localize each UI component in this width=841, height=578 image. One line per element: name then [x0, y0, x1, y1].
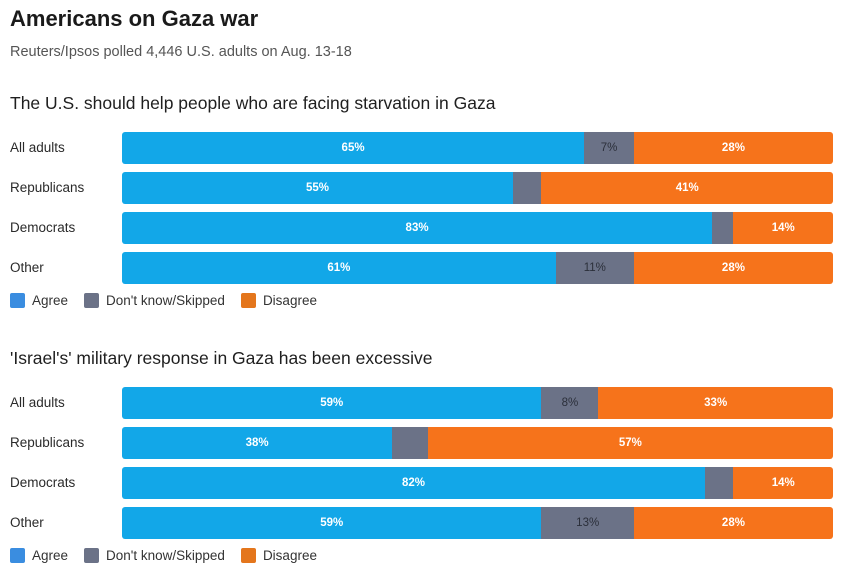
chart-starvation-aid: The U.S. should help people who are faci…: [0, 93, 841, 318]
legend-item-agree: Agree: [10, 293, 68, 308]
legend-item-agree: Agree: [10, 548, 68, 563]
bar-segment-agree: 82%: [122, 467, 706, 499]
legend-label: Agree: [32, 548, 69, 563]
bar-segment-disagree: 28%: [633, 252, 833, 284]
bar-segment-agree: 38%: [122, 427, 393, 459]
bar-segment-disagree: 28%: [633, 507, 833, 539]
bar-segment-dontknow: [392, 427, 428, 459]
bar-segment-dontknow: [705, 467, 734, 499]
bar-segment-agree: 65%: [122, 132, 585, 164]
legend: Agree Don't know/Skipped Disagree: [10, 548, 333, 563]
row-label: Democrats: [10, 220, 76, 235]
row-label: Republicans: [10, 180, 85, 195]
stacked-bar: 61% 11% 28%: [122, 252, 833, 284]
bar-segment-dontknow: 8%: [541, 387, 599, 419]
legend-label: Disagree: [262, 548, 317, 563]
stacked-bar: 83% 14%: [122, 212, 833, 244]
legend-swatch: [240, 548, 256, 563]
row-label: Other: [10, 515, 44, 530]
page-subtitle: Reuters/Ipsos polled 4,446 U.S. adults o…: [10, 44, 352, 60]
row-label: Republicans: [10, 435, 85, 450]
legend-item-dontknow: Don't know/Skipped: [84, 293, 225, 308]
row-label: All adults: [10, 140, 65, 155]
bar-segment-agree: 59%: [122, 507, 542, 539]
legend-label: Agree: [32, 293, 69, 308]
bar-segment-dontknow: 11%: [555, 252, 634, 284]
stacked-bar: 59% 8% 33%: [122, 387, 833, 419]
bar-segment-disagree: 14%: [733, 467, 833, 499]
stacked-bar: 65% 7% 28%: [122, 132, 833, 164]
bar-segment-disagree: 41%: [541, 172, 833, 204]
bar-segment-agree: 61%: [122, 252, 556, 284]
bar-segment-dontknow: [513, 172, 542, 204]
legend-item-disagree: Disagree: [240, 548, 317, 563]
legend-swatch: [84, 548, 100, 563]
stacked-bar: 59% 13% 28%: [122, 507, 833, 539]
chart-military-response: 'Israel's' military response in Gaza has…: [0, 348, 841, 573]
chart-title: 'Israel's' military response in Gaza has…: [10, 348, 433, 368]
legend-label: Don't know/Skipped: [106, 293, 225, 308]
row-label: All adults: [10, 395, 65, 410]
bar-segment-disagree: 33%: [598, 387, 833, 419]
legend: Agree Don't know/Skipped Disagree: [10, 293, 333, 308]
legend-swatch: [240, 293, 256, 308]
legend-swatch: [10, 548, 25, 563]
bar-segment-disagree: 14%: [733, 212, 833, 244]
legend-label: Disagree: [262, 293, 317, 308]
bar-segment-dontknow: 13%: [541, 507, 634, 539]
legend-item-dontknow: Don't know/Skipped: [84, 548, 225, 563]
bar-segment-disagree: 57%: [427, 427, 833, 459]
stacked-bar: 82% 14%: [122, 467, 833, 499]
bar-segment-agree: 55%: [122, 172, 514, 204]
legend-label: Don't know/Skipped: [106, 548, 225, 563]
chart-title: The U.S. should help people who are faci…: [10, 93, 496, 113]
bar-segment-agree: 59%: [122, 387, 542, 419]
row-label: Democrats: [10, 475, 76, 490]
legend-swatch: [84, 293, 100, 308]
stacked-bar: 55% 41%: [122, 172, 833, 204]
stacked-bar: 38% 57%: [122, 427, 833, 459]
bar-segment-dontknow: [712, 212, 734, 244]
bar-segment-agree: 83%: [122, 212, 713, 244]
bar-segment-disagree: 28%: [633, 132, 833, 164]
bar-segment-dontknow: 7%: [584, 132, 634, 164]
page-title: Americans on Gaza war: [10, 6, 259, 31]
legend-swatch: [10, 293, 25, 308]
row-label: Other: [10, 260, 44, 275]
legend-item-disagree: Disagree: [240, 293, 317, 308]
